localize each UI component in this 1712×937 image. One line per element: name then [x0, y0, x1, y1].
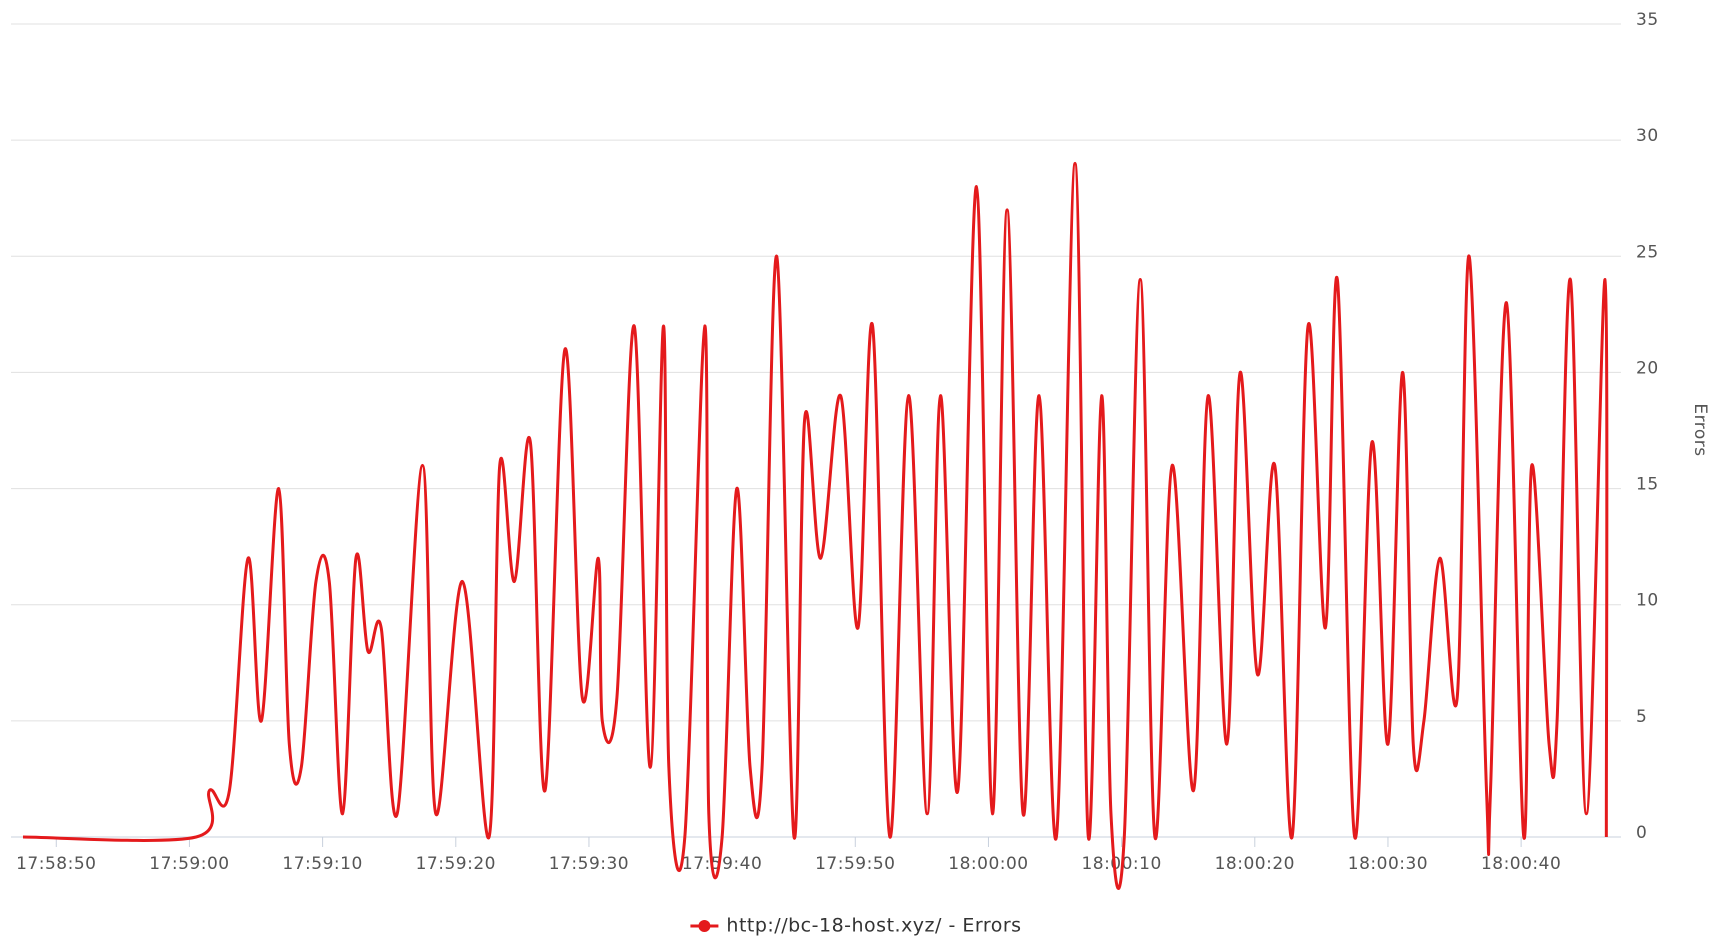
y-tick-label: 15 — [1636, 475, 1659, 495]
series-line — [22, 161, 1609, 890]
x-tick-label: 17:59:40 — [682, 854, 762, 874]
legend-label: http://bc-18-host.xyz/ - Errors — [726, 915, 1021, 937]
legend-symbol-marker — [698, 920, 711, 932]
x-tick-label: 17:59:20 — [416, 854, 496, 874]
y-axis-title: Errors — [1690, 403, 1710, 456]
x-tick-label: 18:00:40 — [1481, 854, 1561, 874]
x-tick-label: 17:59:10 — [282, 854, 362, 874]
x-tick-label: 17:58:50 — [16, 854, 96, 874]
y-tick-label: 5 — [1636, 707, 1647, 727]
legend-item: http://bc-18-host.xyz/ - Errors — [690, 915, 1021, 937]
y-tick-label: 0 — [1636, 823, 1647, 843]
x-tick-label: 18:00:00 — [948, 854, 1028, 874]
x-tick-label: 18:00:20 — [1215, 854, 1295, 874]
y-tick-label: 30 — [1636, 126, 1659, 146]
y-tick-label: 35 — [1636, 10, 1659, 30]
x-tick-label: 18:00:30 — [1348, 854, 1428, 874]
y-tick-label: 20 — [1636, 358, 1659, 378]
y-tick-label: 10 — [1636, 591, 1659, 611]
x-tick-label: 17:59:50 — [815, 854, 895, 874]
x-tick-label: 17:59:00 — [149, 854, 229, 874]
y-tick-label: 25 — [1636, 242, 1659, 262]
x-tick-label: 17:59:30 — [549, 854, 629, 874]
